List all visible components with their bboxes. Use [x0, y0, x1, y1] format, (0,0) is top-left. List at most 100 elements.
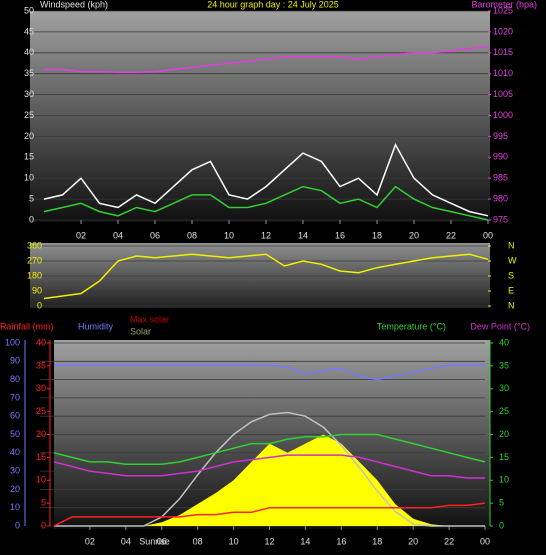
- x-tick-label: 20: [409, 230, 419, 240]
- y-tick-label: 70: [10, 392, 20, 402]
- series-line: [44, 45, 489, 74]
- x-tick-label: 06: [150, 230, 160, 240]
- y2-tick-label: E: [508, 285, 514, 295]
- y2-tick-label: 15: [499, 452, 509, 462]
- y-tick-label: 60: [10, 411, 20, 421]
- y2-tick-label: 990: [493, 152, 508, 162]
- y2-tick-label: 0: [499, 520, 504, 530]
- x-tick-label: 10: [224, 230, 234, 240]
- area: [54, 434, 485, 526]
- y2-tick-label: N: [508, 300, 515, 310]
- y-tick-label: 270: [27, 255, 42, 265]
- y2-tick-label: 40: [499, 337, 509, 347]
- y2-tick-label: 1000: [493, 110, 513, 120]
- legend-entry: Max solar: [130, 314, 169, 324]
- y-tick-label: 35: [24, 68, 34, 78]
- x-tick-label: 10: [229, 536, 239, 546]
- y-tick-label: 360: [27, 240, 42, 250]
- y2-tick-label: S: [508, 270, 514, 280]
- y2-tick-label: 1005: [493, 89, 513, 99]
- x-tick-label: 08: [187, 230, 197, 240]
- legend-entry: Dew Point (°C): [470, 321, 530, 331]
- y2-tick-label: N: [508, 240, 515, 250]
- y2-tick-label: 5: [499, 498, 504, 508]
- series-line: [43, 253, 489, 300]
- y-tick-label: 5: [29, 193, 34, 203]
- y2-tick-label: 1010: [493, 68, 513, 78]
- x-tick-label: 22: [446, 230, 456, 240]
- series-line: [54, 364, 485, 381]
- series-line: [53, 502, 486, 527]
- series-line: [54, 411, 485, 527]
- y-tick-label: 30: [24, 89, 34, 99]
- series-line: [43, 185, 489, 221]
- x-tick-label: 22: [444, 536, 454, 546]
- y-tick-label: 180: [27, 270, 42, 280]
- y-tick-label: 20: [24, 131, 34, 141]
- series-line: [43, 143, 489, 217]
- y2-tick-label: 25: [499, 406, 509, 416]
- annotation: Sunrise: [139, 536, 170, 546]
- x-tick-label: 12: [261, 230, 271, 240]
- series-line: [53, 433, 486, 465]
- y-tick-label: 10: [24, 173, 34, 183]
- y2-tick-label: 10: [499, 475, 509, 485]
- y2-tick-label: W: [508, 255, 517, 265]
- y2-tick-label: 35: [499, 360, 509, 370]
- y3-tick-label: 5: [41, 498, 46, 508]
- y-tick-label: 10: [10, 502, 20, 512]
- y2-tick-label: 995: [493, 131, 508, 141]
- legend-entry: Temperature (°C): [377, 321, 446, 331]
- y3-tick-label: 15: [36, 452, 46, 462]
- y2-tick-label: 30: [499, 383, 509, 393]
- y3-tick-label: 20: [36, 429, 46, 439]
- x-tick-label: 00: [480, 536, 490, 546]
- x-tick-label: 06: [157, 536, 167, 546]
- y-tick-label: 20: [10, 484, 20, 494]
- legend-entry: Solar: [130, 326, 151, 336]
- y-tick-label: 30: [10, 465, 20, 475]
- x-tick-label: 02: [76, 230, 86, 240]
- y2-tick-label: 980: [493, 193, 508, 203]
- y2-tick-label: 975: [493, 214, 508, 224]
- legend-entry: Humidity: [78, 321, 114, 331]
- plot-background: [30, 243, 490, 308]
- y2-tick-label: 1015: [493, 47, 513, 57]
- x-tick-label: 18: [372, 230, 382, 240]
- plot-background: [30, 11, 490, 222]
- y2-tick-label: 1025: [493, 5, 513, 15]
- y2-tick-label: 20: [499, 429, 509, 439]
- series-line: [53, 454, 485, 479]
- y-tick-label: 15: [24, 152, 34, 162]
- x-tick-label: 16: [336, 536, 346, 546]
- x-tick-label: 16: [335, 230, 345, 240]
- y-tick-label: 100: [5, 337, 20, 347]
- x-tick-label: 14: [298, 230, 308, 240]
- x-tick-label: 04: [121, 536, 131, 546]
- x-tick-label: 02: [85, 536, 95, 546]
- x-tick-label: 14: [300, 536, 310, 546]
- y-tick-label: 45: [24, 26, 34, 36]
- x-tick-label: 20: [408, 536, 418, 546]
- y-tick-label: 50: [10, 429, 20, 439]
- y-tick-label: 40: [10, 447, 20, 457]
- y-tick-label: 40: [24, 47, 34, 57]
- y-tick-label: 80: [10, 374, 20, 384]
- y-tick-label: 90: [32, 285, 42, 295]
- chart-title: 24 hour graph day : 24 July 2025: [207, 0, 339, 9]
- x-tick-label: 00: [483, 230, 493, 240]
- y3-tick-label: 25: [36, 406, 46, 416]
- legend-entry: Rainfall (mm): [0, 321, 54, 331]
- y2-axis-label: Barometer (hpa): [471, 0, 537, 9]
- y3-tick-label: 0: [41, 520, 46, 530]
- x-tick-label: 12: [264, 536, 274, 546]
- y3-tick-label: 40: [36, 337, 46, 347]
- x-tick-label: 18: [372, 536, 382, 546]
- y2-tick-label: 985: [493, 173, 508, 183]
- y-tick-label: 0: [37, 300, 42, 310]
- y3-tick-label: 30: [36, 383, 46, 393]
- y3-tick-label: 35: [36, 360, 46, 370]
- y-tick-label: 50: [24, 5, 34, 15]
